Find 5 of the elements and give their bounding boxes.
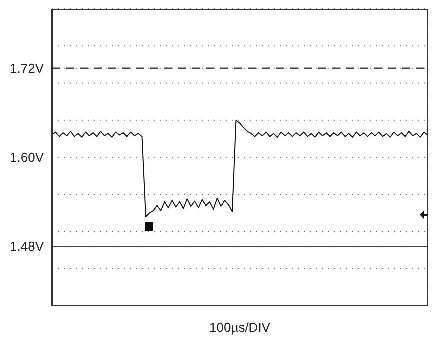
line-series (52, 120, 428, 218)
y-tick-label: 1.48V (10, 239, 44, 254)
y-tick-label: 1.72V (10, 61, 44, 76)
x-axis-title: 100µs/DIV (210, 320, 271, 335)
y-tick-label: 1.60V (10, 150, 44, 166)
